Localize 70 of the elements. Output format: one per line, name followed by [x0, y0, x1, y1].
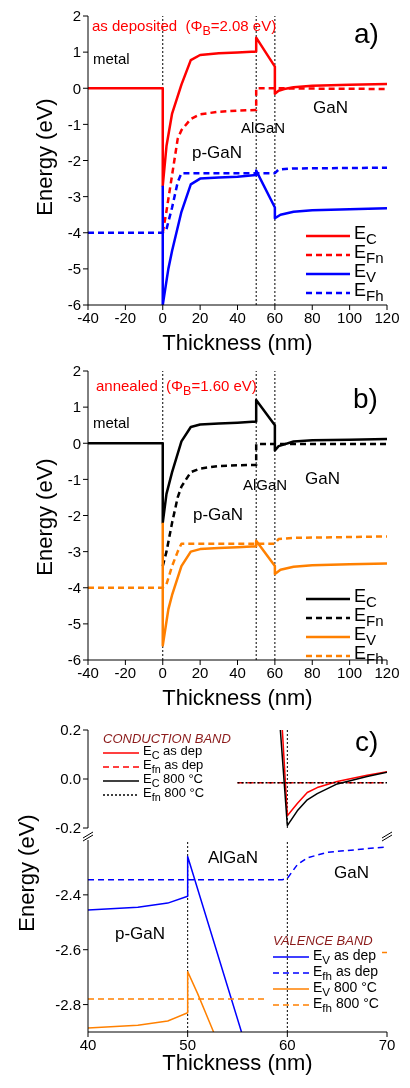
- x-tick-label: 100: [337, 663, 363, 681]
- annotation: c): [355, 726, 379, 757]
- x-tick-label: 80: [303, 308, 321, 326]
- x-tick-label: 50: [179, 1035, 197, 1053]
- x-tick-label: 20: [191, 663, 209, 681]
- y-tick-label: -6: [67, 296, 81, 314]
- text: annealed (Φ$_{B}$=1.60 eV): [96, 377, 257, 398]
- annotation: AlGaN: [208, 848, 259, 867]
- annotation: metal: [93, 414, 130, 431]
- y-tick-label: 1: [72, 43, 81, 61]
- x-tick-label: -20: [114, 308, 137, 326]
- y-tick-label: 2: [72, 7, 81, 25]
- chart-title: as deposited (Φ$_{B}$=2.08 eV): [92, 17, 277, 38]
- annotation: GaN: [313, 98, 348, 117]
- annotation: GaN: [305, 469, 340, 488]
- y-tick-label: -2.8: [55, 995, 81, 1013]
- x-tick-label: 40: [229, 663, 246, 681]
- x-tick-label: 60: [266, 308, 284, 326]
- x-tick-label: 80: [303, 663, 321, 681]
- annotation: a): [354, 18, 379, 49]
- y-tick-label: -3: [67, 542, 81, 560]
- y-tick-label: -5: [67, 615, 81, 633]
- y-axis-title: Energy (eV): [32, 458, 57, 576]
- y-axis-title: Energy (eV): [32, 98, 57, 216]
- x-tick-label: 40: [79, 1035, 97, 1053]
- annotation: b): [353, 383, 378, 414]
- legend-label: E$_{V}$ as dep: [313, 946, 377, 966]
- x-tick-label: 40: [229, 308, 246, 326]
- annotation: p-GaN: [115, 924, 166, 943]
- y-tick-label: 0.0: [60, 770, 81, 788]
- x-axis-title: Thickness (nm): [162, 1050, 313, 1075]
- y-axis-title: Energy (eV): [14, 814, 39, 932]
- y-tick-label: -2: [67, 151, 81, 169]
- y-tick-label: 1: [72, 398, 81, 416]
- x-tick-label: 60: [278, 1035, 296, 1053]
- y-tick-label: 0: [72, 434, 81, 452]
- x-tick-label: 20: [191, 308, 209, 326]
- y-tick-label: -5: [67, 260, 81, 278]
- y-tick-label: 0: [72, 79, 81, 97]
- annotation: GaN: [334, 863, 369, 882]
- annotation: p-GaN: [192, 143, 243, 162]
- y-tick-label: -3: [67, 187, 81, 205]
- y-tick-label: 0.2: [60, 721, 81, 739]
- x-tick-label: 100: [337, 308, 363, 326]
- y-tick-label: -1: [67, 470, 81, 488]
- x-tick-label: 60: [266, 663, 284, 681]
- x-tick-label: 0: [158, 663, 167, 681]
- y-tick-label: -2.6: [55, 941, 81, 959]
- y-tick-label: -4: [67, 579, 81, 597]
- legend-title: CONDUCTION BAND: [103, 731, 231, 746]
- annotation: p-GaN: [193, 505, 244, 524]
- annotation: metal: [93, 50, 130, 67]
- x-tick-label: 120: [374, 663, 400, 681]
- annotation: AlGaN: [241, 119, 286, 136]
- y-tick-label: -4: [67, 224, 81, 242]
- legend-label: E$_{C}$ as dep: [143, 743, 203, 761]
- annotation: AlGaN: [243, 476, 288, 493]
- legend-title: VALENCE BAND: [273, 933, 373, 948]
- x-tick-label: 70: [378, 1035, 396, 1053]
- y-tick-label: -2.4: [55, 886, 81, 904]
- x-axis-title: Thickness (nm): [162, 685, 313, 710]
- x-tick-label: 120: [374, 308, 400, 326]
- x-tick-label: -20: [114, 663, 137, 681]
- x-tick-label: 0: [158, 308, 167, 326]
- y-tick-label: -0.2: [55, 819, 81, 837]
- y-tick-label: -2: [67, 506, 81, 524]
- y-tick-label: 2: [72, 362, 81, 380]
- y-tick-label: -1: [67, 115, 81, 133]
- y-tick-label: -6: [67, 651, 81, 669]
- x-axis-title: Thickness (nm): [162, 330, 313, 355]
